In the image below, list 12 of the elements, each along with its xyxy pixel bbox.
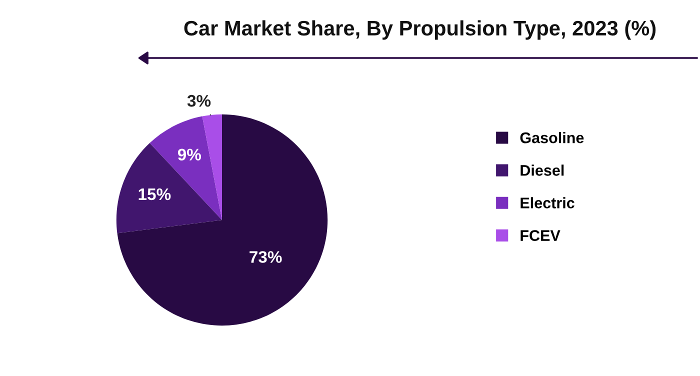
legend-label: Electric	[520, 197, 574, 208]
data-label: 3%	[187, 94, 211, 107]
pie-slice	[116, 143, 222, 234]
legend-label: Gasoline	[520, 132, 584, 144]
legend-label: FCEV	[520, 230, 560, 241]
legend-label: Diesel	[520, 164, 564, 176]
pie-slice	[202, 114, 222, 220]
chart-title: Car Market Share, By Propulsion Type, 2023 (%)	[184, 20, 656, 40]
data-label: 15%	[138, 188, 171, 200]
pie-slice	[117, 114, 328, 326]
data-label: 73%	[250, 251, 282, 263]
data-label: 9%	[178, 148, 202, 160]
